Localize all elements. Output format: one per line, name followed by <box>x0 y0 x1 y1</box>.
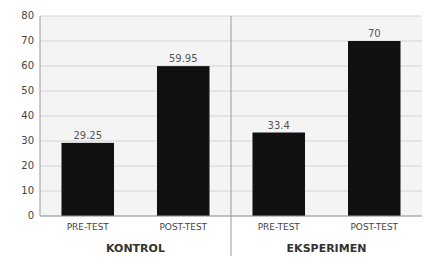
y-axis-line <box>40 16 41 216</box>
y-tick-label: 80 <box>21 10 34 21</box>
bar <box>157 66 210 216</box>
chart-svg: 0 10 20 30 40 50 60 70 80 29.25 59.95 33.4 70 PRE-TES… <box>0 0 434 268</box>
y-tick-label: 20 <box>21 160 34 171</box>
y-tick-label: 60 <box>21 60 34 71</box>
y-tick-label: 10 <box>21 185 34 196</box>
x-tick-label: PRE-TEST <box>67 222 110 232</box>
x-tick-label: PRE-TEST <box>258 222 301 232</box>
bar <box>348 41 401 216</box>
group-divider <box>231 16 232 256</box>
group-label: EKSPERIMEN <box>287 242 367 255</box>
x-tick-label: POST-TEST <box>159 222 207 232</box>
data-label: 33.4 <box>268 120 290 131</box>
data-label: 59.95 <box>169 53 198 64</box>
y-tick-label: 40 <box>21 110 34 121</box>
y-tick-label: 0 <box>28 210 34 221</box>
y-tick-label: 70 <box>21 35 34 46</box>
bar <box>61 143 114 216</box>
chart-container: 0 10 20 30 40 50 60 70 80 29.25 59.95 33.4 70 PRE-TES… <box>0 0 434 268</box>
data-label: 29.25 <box>73 130 102 141</box>
y-tick-label: 50 <box>21 85 34 96</box>
y-tick-label: 30 <box>21 135 34 146</box>
data-label: 70 <box>368 28 381 39</box>
x-tick-label: POST-TEST <box>350 222 398 232</box>
bar <box>252 133 305 217</box>
group-label: KONTROL <box>106 242 165 255</box>
